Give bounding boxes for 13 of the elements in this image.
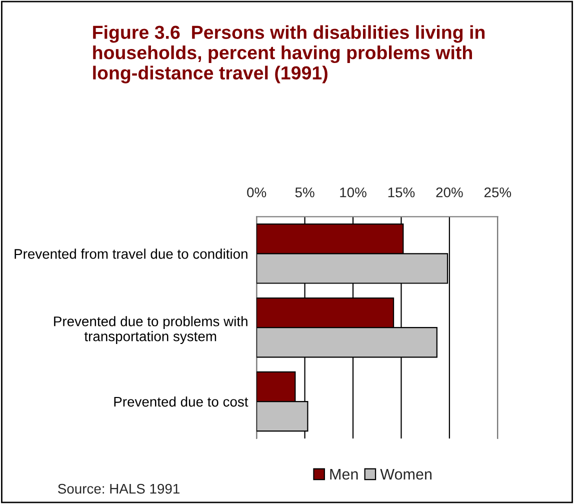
y-tick-label: Prevented due to problems with transportation system [54,316,248,344]
legend-label: Women [380,469,432,480]
chart-title: Figure 3.6 Persons with disabilities living in households, percent having problems with long-distance travel (1991) [93,25,485,84]
x-tick-label: 20% [436,187,463,198]
legend-label: Men [330,469,358,480]
x-tick-label: 10% [340,187,366,198]
x-tick-label: 0% [247,187,266,198]
x-tick-label: 5% [295,188,314,198]
source-note: Source: HALS 1991 [58,484,180,494]
y-tick-label: Prevented from travel due to condition [14,248,248,259]
y-tick-label: Prevented due to cost [114,396,248,407]
x-tick-label: 15% [388,188,415,198]
x-tick-label: 25% [484,187,512,198]
